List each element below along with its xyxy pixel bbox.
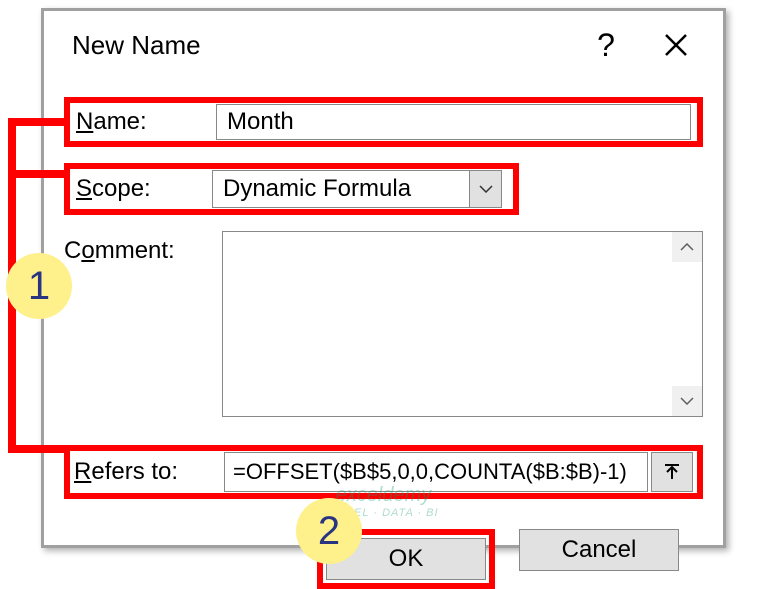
chevron-down-icon: [680, 397, 694, 405]
annotation-connector-scope: [8, 170, 66, 178]
comment-field-row: Comment:: [64, 231, 703, 417]
scope-dropdown-value: Dynamic Formula: [213, 175, 469, 203]
refers-to-field-row: Refers to:: [64, 445, 703, 499]
scroll-down-button[interactable]: [672, 386, 702, 416]
dialog-button-row: OK Cancel: [64, 515, 703, 589]
comment-textarea[interactable]: [222, 231, 703, 417]
name-field-row: Name:: [64, 97, 703, 147]
refers-input-wrap: [224, 452, 693, 492]
annotation-badge-2: 2: [296, 498, 362, 564]
annotation-connector-name: [8, 118, 66, 126]
comment-label-accel: o: [81, 237, 94, 264]
scope-dropdown[interactable]: Dynamic Formula: [212, 170, 502, 208]
new-name-dialog: New Name ? Name: Scope: Dynamic Formula: [41, 8, 726, 548]
cancel-button[interactable]: Cancel: [519, 529, 679, 571]
scope-highlight-box: Scope: Dynamic Formula: [64, 163, 519, 215]
close-button[interactable]: [641, 15, 711, 75]
title-bar: New Name ?: [44, 11, 723, 79]
annotation-connector-refers: [8, 445, 66, 453]
chevron-up-icon: [680, 243, 694, 251]
annotation-badge-1: 1: [6, 253, 72, 319]
name-label-rest: ame:: [93, 108, 146, 135]
scope-label-rest: cope:: [92, 175, 151, 202]
scope-label: Scope:: [76, 175, 212, 203]
name-label-accel: N: [76, 108, 93, 135]
help-button[interactable]: ?: [571, 15, 641, 75]
comment-label-rest: mment:: [95, 237, 175, 264]
scope-dropdown-button[interactable]: [469, 171, 501, 207]
refers-label-accel: R: [74, 458, 91, 485]
name-label: Name:: [76, 108, 216, 136]
refers-label-rest: efers to:: [91, 458, 178, 485]
collapse-icon: [663, 463, 681, 481]
collapse-dialog-button[interactable]: [651, 452, 693, 492]
scope-field-row: Scope: Dynamic Formula: [64, 163, 703, 215]
comment-label: Comment:: [64, 231, 222, 265]
refers-to-label: Refers to:: [74, 458, 224, 486]
name-input[interactable]: [216, 104, 691, 140]
close-icon: [664, 33, 688, 57]
chevron-down-icon: [479, 185, 493, 193]
dialog-content: Name: Scope: Dynamic Formula Comment:: [44, 79, 723, 589]
refers-to-input[interactable]: [224, 452, 648, 492]
scroll-up-button[interactable]: [672, 232, 702, 262]
dialog-title: New Name: [72, 30, 571, 61]
scope-label-accel: S: [76, 175, 92, 202]
comment-label-pre: C: [64, 237, 81, 264]
